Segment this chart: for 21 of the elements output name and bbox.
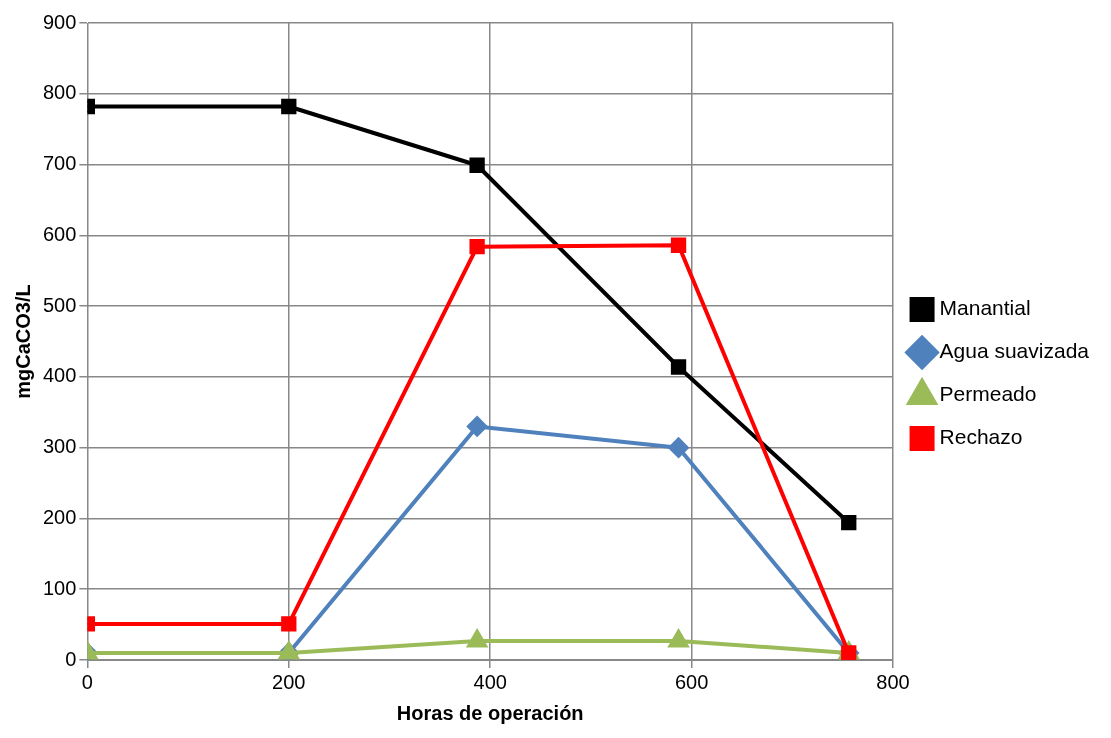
x-tick-label: 600 (674, 670, 709, 693)
y-axis-title: mgCaCO3/L (11, 284, 34, 399)
y-tick-label: 800 (42, 81, 77, 104)
y-tick-label: 400 (42, 364, 77, 387)
y-tick-label: 500 (42, 293, 77, 316)
legend-label: Rechazo (939, 425, 1023, 449)
legend-label: Manantial (939, 296, 1031, 320)
legend-label: Agua suavizada (939, 339, 1090, 363)
x-tick-label: 0 (81, 670, 93, 693)
x-tick-label: 400 (473, 670, 507, 693)
x-tick-label: 800 (876, 670, 910, 693)
y-tick-label: 300 (42, 435, 77, 458)
y-tick-label: 600 (42, 222, 77, 245)
y-tick-label: 700 (42, 152, 77, 175)
y-tick-label: 100 (42, 576, 77, 599)
y-tick-label: 0 (65, 647, 77, 670)
legend-label: Permeado (939, 382, 1037, 406)
x-tick-label: 200 (272, 670, 306, 693)
y-tick-label: 900 (42, 10, 77, 33)
y-tick-label: 200 (42, 505, 77, 528)
x-axis-title: Horas de operación (396, 701, 584, 724)
